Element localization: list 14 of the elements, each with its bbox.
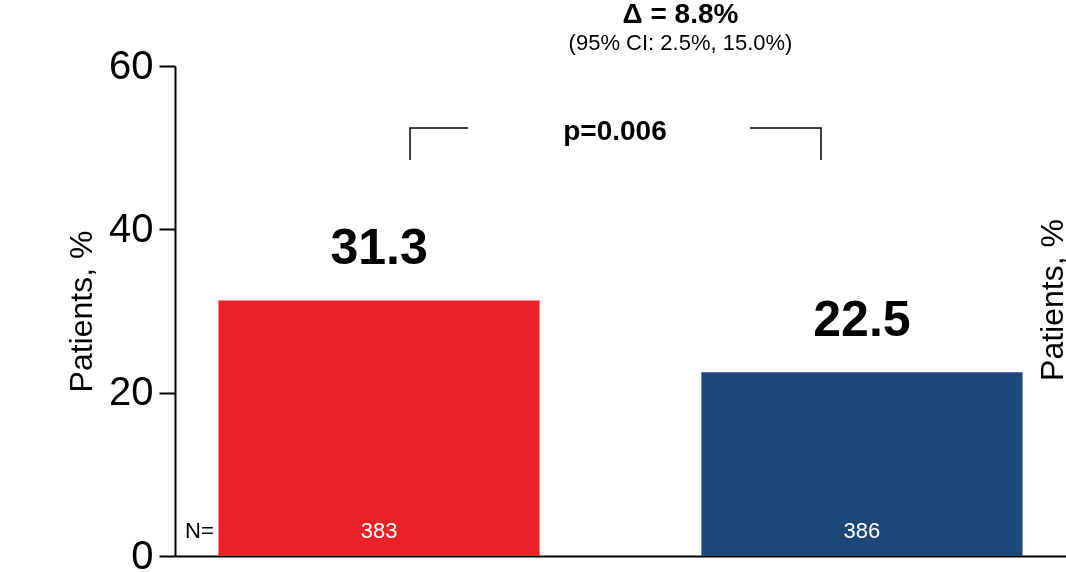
y-tick-label: 0: [131, 532, 154, 572]
y-tick-label: 20: [109, 369, 154, 414]
chart-subtitle: (95% CI: 2.5%, 15.0%): [568, 30, 793, 55]
chart-title: Δ = 8.8%: [622, 0, 739, 29]
y-axis-title: Patients, %: [63, 230, 100, 393]
data-label: 22.5: [813, 291, 911, 348]
annotation: 386: [843, 518, 881, 543]
y-tick-label: 60: [109, 42, 154, 87]
data-label: 31.3: [330, 219, 428, 276]
y-tick-label: 40: [109, 205, 154, 250]
annotation: 383: [360, 518, 398, 543]
annotation: p=0.006: [563, 115, 667, 146]
y2-axis-title: Patients, %: [1033, 219, 1066, 381]
annotation: N=: [185, 518, 214, 543]
